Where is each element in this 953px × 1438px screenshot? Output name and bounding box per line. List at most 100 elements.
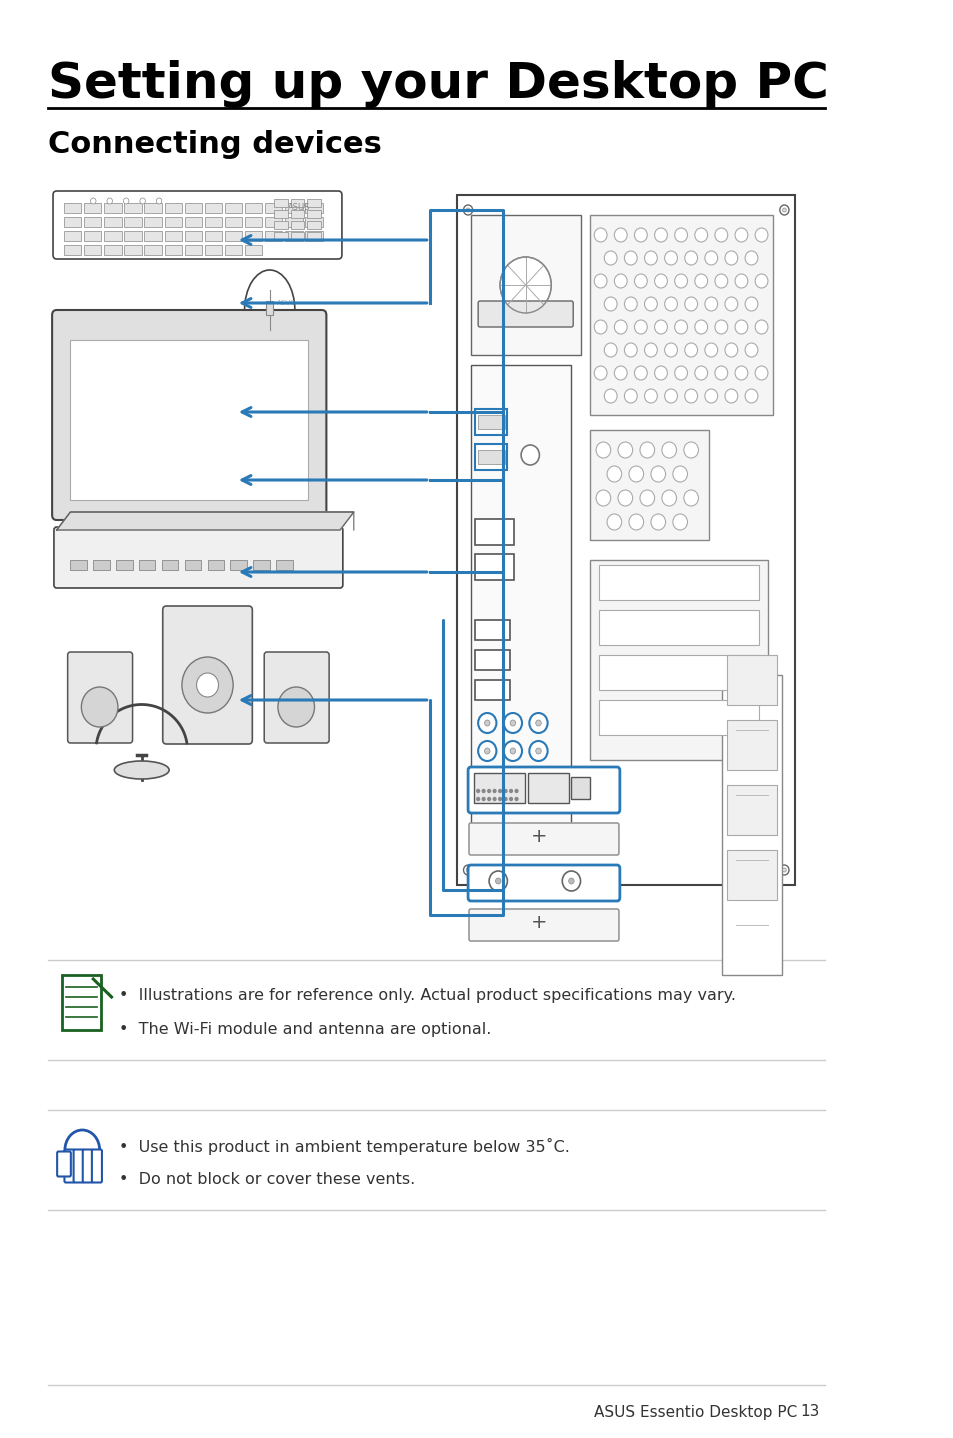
Bar bbox=[185, 244, 202, 255]
Circle shape bbox=[463, 866, 472, 874]
Circle shape bbox=[509, 789, 512, 792]
Circle shape bbox=[779, 866, 788, 874]
Circle shape bbox=[664, 252, 677, 265]
Circle shape bbox=[684, 298, 697, 311]
Bar bbox=[589, 430, 708, 541]
Circle shape bbox=[503, 741, 521, 761]
Bar bbox=[164, 203, 182, 213]
Bar bbox=[307, 210, 320, 219]
Circle shape bbox=[704, 252, 717, 265]
Text: ASUS: ASUS bbox=[276, 301, 295, 306]
Text: •  Do not block or cover these vents.: • Do not block or cover these vents. bbox=[119, 1172, 415, 1186]
Bar bbox=[124, 232, 142, 242]
Circle shape bbox=[694, 229, 707, 242]
Circle shape bbox=[661, 441, 676, 457]
Circle shape bbox=[661, 490, 676, 506]
Circle shape bbox=[536, 720, 540, 726]
Bar bbox=[305, 232, 322, 242]
Circle shape bbox=[664, 344, 677, 357]
Circle shape bbox=[714, 367, 727, 380]
FancyBboxPatch shape bbox=[468, 866, 619, 902]
Ellipse shape bbox=[244, 270, 294, 349]
Circle shape bbox=[781, 869, 785, 871]
Circle shape bbox=[606, 513, 621, 531]
Circle shape bbox=[672, 466, 687, 482]
FancyBboxPatch shape bbox=[73, 1149, 84, 1182]
Circle shape bbox=[634, 367, 646, 380]
Bar bbox=[144, 232, 162, 242]
Circle shape bbox=[493, 789, 496, 792]
Circle shape bbox=[724, 344, 737, 357]
FancyBboxPatch shape bbox=[527, 774, 568, 802]
FancyBboxPatch shape bbox=[468, 766, 619, 812]
Bar bbox=[64, 203, 81, 213]
Bar bbox=[265, 203, 282, 213]
Circle shape bbox=[734, 367, 747, 380]
Circle shape bbox=[755, 229, 767, 242]
Bar bbox=[104, 203, 121, 213]
Bar bbox=[285, 232, 302, 242]
Circle shape bbox=[81, 687, 118, 728]
FancyBboxPatch shape bbox=[53, 191, 341, 259]
Circle shape bbox=[644, 252, 657, 265]
Circle shape bbox=[639, 441, 654, 457]
Bar bbox=[274, 210, 288, 219]
Bar bbox=[225, 244, 242, 255]
Circle shape bbox=[466, 869, 470, 871]
Circle shape bbox=[628, 466, 643, 482]
Text: ASUS Essentio Desktop PC: ASUS Essentio Desktop PC bbox=[594, 1405, 797, 1419]
Bar bbox=[84, 244, 101, 255]
Bar bbox=[307, 198, 320, 207]
Circle shape bbox=[495, 879, 500, 884]
Circle shape bbox=[91, 198, 96, 204]
Bar bbox=[305, 217, 322, 227]
Circle shape bbox=[515, 789, 517, 792]
Circle shape bbox=[489, 871, 507, 892]
Circle shape bbox=[156, 198, 162, 204]
Bar bbox=[93, 559, 110, 569]
Bar bbox=[726, 654, 777, 705]
Circle shape bbox=[482, 789, 484, 792]
Circle shape bbox=[724, 298, 737, 311]
Circle shape bbox=[624, 298, 637, 311]
Bar bbox=[164, 232, 182, 242]
Circle shape bbox=[476, 789, 479, 792]
Bar bbox=[265, 232, 282, 242]
Circle shape bbox=[510, 748, 515, 754]
Circle shape bbox=[493, 798, 496, 801]
Circle shape bbox=[277, 687, 314, 728]
Circle shape bbox=[476, 798, 479, 801]
Circle shape bbox=[529, 741, 547, 761]
Bar bbox=[285, 217, 302, 227]
Bar bbox=[291, 221, 304, 229]
Circle shape bbox=[606, 466, 621, 482]
Circle shape bbox=[744, 390, 757, 403]
Bar bbox=[726, 785, 777, 835]
Bar bbox=[104, 232, 121, 242]
Circle shape bbox=[504, 798, 506, 801]
FancyBboxPatch shape bbox=[571, 777, 589, 800]
Circle shape bbox=[196, 673, 218, 697]
Circle shape bbox=[634, 229, 646, 242]
FancyBboxPatch shape bbox=[475, 620, 510, 640]
Bar bbox=[64, 244, 81, 255]
Bar bbox=[589, 216, 772, 416]
Circle shape bbox=[594, 275, 606, 288]
Circle shape bbox=[704, 344, 717, 357]
Circle shape bbox=[614, 275, 626, 288]
FancyBboxPatch shape bbox=[65, 1149, 74, 1182]
Circle shape bbox=[650, 513, 665, 531]
Circle shape bbox=[596, 490, 610, 506]
FancyBboxPatch shape bbox=[83, 1149, 92, 1182]
Circle shape bbox=[536, 748, 540, 754]
Circle shape bbox=[674, 367, 687, 380]
Circle shape bbox=[704, 298, 717, 311]
Bar bbox=[139, 559, 155, 569]
Bar bbox=[205, 217, 222, 227]
Ellipse shape bbox=[152, 545, 216, 565]
FancyBboxPatch shape bbox=[475, 444, 507, 470]
FancyBboxPatch shape bbox=[163, 605, 252, 743]
Circle shape bbox=[714, 275, 727, 288]
Circle shape bbox=[781, 209, 785, 211]
Bar bbox=[274, 198, 288, 207]
